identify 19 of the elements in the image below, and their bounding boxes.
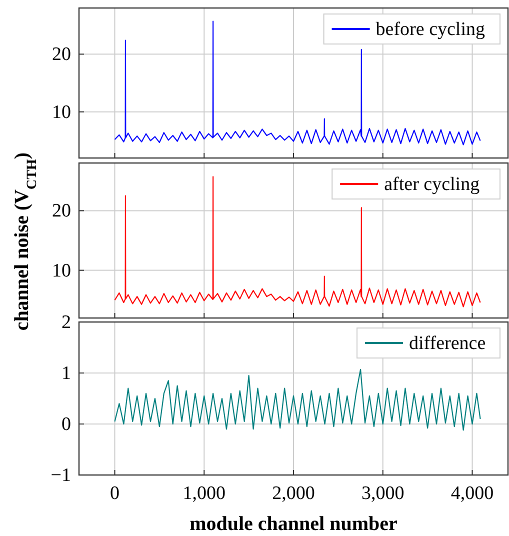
y-tick-label: −1: [50, 465, 71, 486]
y-tick-label: 20: [52, 200, 71, 222]
legend-label: after cycling: [384, 174, 480, 195]
line-series: [114, 368, 481, 431]
line-series: [114, 176, 481, 308]
x-tick-label: 3,000: [362, 483, 404, 504]
legend-label: difference: [409, 333, 486, 354]
y-tick-label: 20: [52, 44, 71, 66]
y-tick-label: 10: [52, 102, 71, 123]
x-tick-label: 4,000: [450, 483, 494, 504]
x-tick-label: 0: [110, 483, 120, 504]
y-tick-label: 2: [62, 312, 71, 333]
y-tick-label: 10: [52, 260, 71, 282]
y-tick-label: 0: [62, 414, 71, 435]
x-tick-label: 2,000: [272, 483, 315, 504]
legend-label: before cycling: [376, 19, 486, 40]
x-tick-label: 1,000: [182, 483, 226, 504]
y-tick-label: 1: [62, 363, 71, 384]
x-axis-title: module channel number: [190, 513, 398, 535]
